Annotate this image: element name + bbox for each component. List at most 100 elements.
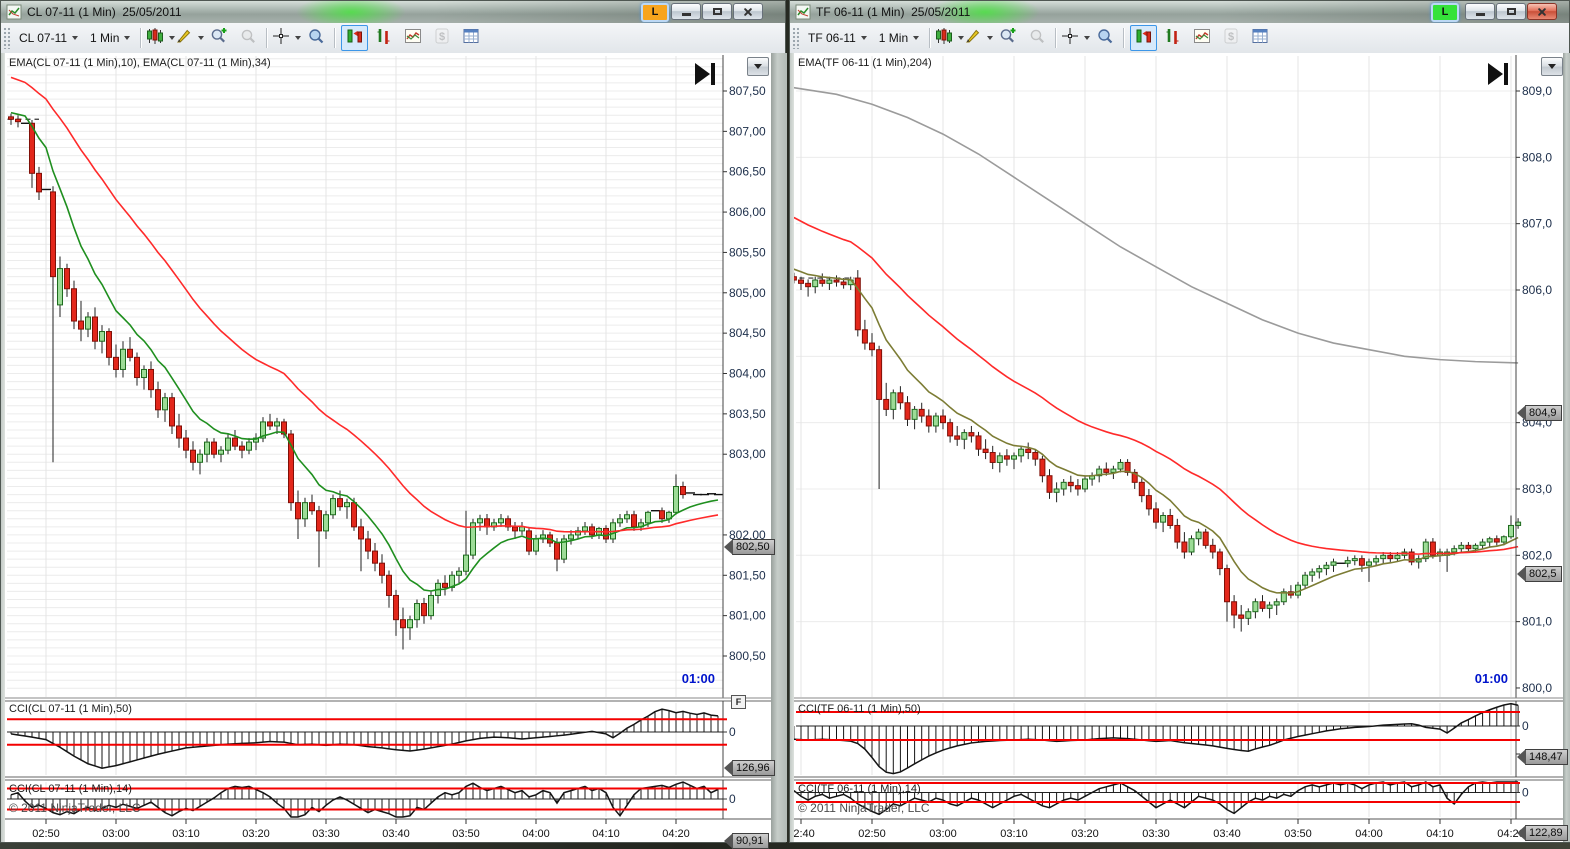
interval-selector[interactable]: 1 Min — [873, 29, 925, 47]
toolbar-separator — [1055, 28, 1058, 48]
maximize-icon — [1506, 8, 1516, 15]
chart-trader-button[interactable] — [1130, 25, 1158, 51]
crosshair-button[interactable] — [1062, 25, 1091, 51]
time-tick-label: 03:20 — [242, 828, 270, 840]
cci-value-marker: 122,89 — [1517, 824, 1568, 841]
price-chart-canvas[interactable]: 809,0808,0807,0806,0804,0803,0802,0801,0… — [790, 53, 1570, 844]
data-box-button[interactable] — [1091, 25, 1118, 51]
go-to-end-icon[interactable] — [693, 61, 719, 94]
titlebar[interactable]: CL 07-11 (1 Min) 25/05/2011 L — [1, 1, 785, 23]
toolbar: TF 06-11 1 Min $ — [790, 23, 1569, 54]
time-tick-label: 04:10 — [1426, 828, 1454, 840]
svg-text:$: $ — [1228, 31, 1234, 43]
link-button[interactable]: L — [641, 3, 669, 22]
toolbar-grip[interactable] — [3, 27, 10, 49]
cci-value-marker: 148,47 — [1517, 749, 1568, 766]
chart-trader-icon — [1135, 27, 1153, 50]
time-tick-label: 03:40 — [1213, 828, 1241, 840]
drawing-tools-button[interactable] — [965, 25, 994, 51]
bar-countdown: 01:00 — [681, 671, 715, 686]
cci-value-marker: 90,91 — [724, 833, 769, 849]
zoom-in-icon — [210, 27, 228, 50]
titlebar[interactable]: TF 06-11 (1 Min) 25/05/2011 L — [790, 1, 1569, 23]
instrument-selector[interactable]: CL 07-11 — [13, 29, 84, 47]
line-chart-button[interactable] — [399, 25, 426, 51]
price-tick-label: 806,50 — [729, 165, 766, 179]
axis-dropdown-button[interactable] — [1541, 57, 1563, 76]
bar-countdown: 01:00 — [1474, 671, 1508, 686]
gridlines — [7, 56, 723, 817]
zoom-in-button[interactable] — [994, 25, 1021, 51]
time-tick-label: 03:10 — [1000, 828, 1028, 840]
data-series-button[interactable] — [1246, 25, 1273, 51]
candles-group — [8, 113, 723, 650]
maximize-icon — [712, 8, 722, 15]
minimize-button[interactable] — [1465, 3, 1495, 20]
price-tick-label: 808,0 — [1522, 150, 1552, 164]
ohlc-bars-icon — [1164, 27, 1182, 50]
chevron-down-icon — [987, 36, 994, 40]
window-frame — [1563, 53, 1570, 842]
price-tick-label: 803,50 — [729, 407, 766, 421]
chart-style-button[interactable] — [936, 25, 965, 51]
time-tick-label: 02:50 — [32, 828, 60, 840]
price-tick-label: 803,00 — [729, 447, 766, 461]
chart-trader-button[interactable] — [341, 25, 369, 51]
line-chart-icon — [404, 27, 422, 50]
cci-tick-label: 0 — [1522, 719, 1529, 733]
price-tick-label: 803,0 — [1522, 482, 1552, 496]
candles-group — [790, 270, 1522, 632]
gridlines — [796, 56, 1516, 817]
toolbar-grip[interactable] — [792, 27, 799, 49]
chart-area[interactable]: 807,50 807,00 806,50 806,00 805,50 805,00 804,… — [1, 53, 787, 849]
maximize-button[interactable] — [1496, 3, 1526, 20]
data-series-button[interactable] — [457, 25, 484, 51]
dollar-currency-icon: $ — [1222, 27, 1240, 50]
ema-204-line — [793, 86, 1519, 364]
cci-tick-label: 0 — [729, 792, 736, 806]
cci-line — [793, 702, 1519, 775]
toolbar-separator — [266, 28, 269, 48]
instrument-selector[interactable]: TF 06-11 — [802, 29, 873, 47]
data-series-icon — [462, 27, 480, 50]
close-button[interactable] — [733, 3, 763, 20]
time-tick-label: 04:00 — [522, 828, 550, 840]
zoom-in-button[interactable] — [205, 25, 232, 51]
ohlc-bars-button[interactable] — [1159, 25, 1186, 51]
maximize-button[interactable] — [702, 3, 732, 20]
interval-selector[interactable]: 1 Min — [84, 29, 136, 47]
toolbar-separator — [1123, 28, 1126, 48]
close-button[interactable] — [1527, 3, 1557, 20]
go-to-end-icon[interactable] — [1486, 61, 1512, 94]
line-chart-button[interactable] — [1188, 25, 1215, 51]
minimize-button[interactable] — [671, 3, 701, 20]
copyright-label: © 2011 NinjaTrader, LLC — [9, 801, 141, 815]
chart-style-button[interactable] — [146, 25, 176, 51]
cci-tick-label: 0 — [729, 725, 736, 739]
ohlc-bars-button[interactable] — [370, 25, 397, 51]
chevron-down-icon — [1084, 36, 1091, 40]
dollar-currency-button[interactable]: $ — [1217, 25, 1244, 51]
drawing-tools-icon — [175, 27, 193, 50]
zoom-out-button[interactable] — [234, 25, 261, 51]
crosshair-button[interactable] — [273, 25, 302, 51]
close-icon — [1537, 7, 1547, 17]
link-button[interactable]: L — [1431, 3, 1459, 22]
drawing-tools-button[interactable] — [175, 25, 205, 51]
price-tick-label: 807,50 — [729, 84, 766, 98]
time-tick-label: 04:20 — [662, 828, 690, 840]
dollar-currency-button[interactable]: $ — [428, 25, 455, 51]
price-tick-label: 807,00 — [729, 124, 766, 138]
chart-style-icon — [146, 27, 164, 50]
price-tick-label: 800,0 — [1522, 681, 1552, 695]
price-marker: 804,9 — [1517, 404, 1562, 421]
zoom-out-button[interactable] — [1023, 25, 1050, 51]
price-tick-label: 809,0 — [1522, 84, 1552, 98]
time-tick-label: 02:40 — [790, 828, 815, 840]
price-chart-canvas[interactable]: 807,50 807,00 806,50 806,00 805,50 805,00 804,… — [1, 53, 787, 844]
window-title: TF 06-11 (1 Min) 25/05/2011 — [816, 5, 971, 19]
axis-dropdown-button[interactable] — [747, 57, 769, 76]
time-tick-label: 03:30 — [312, 828, 340, 840]
chart-area[interactable]: 809,0 808,0 807,0 806,0 804,0 803,0 802,0 801,0… — [790, 53, 1570, 844]
data-box-button[interactable] — [302, 25, 329, 51]
